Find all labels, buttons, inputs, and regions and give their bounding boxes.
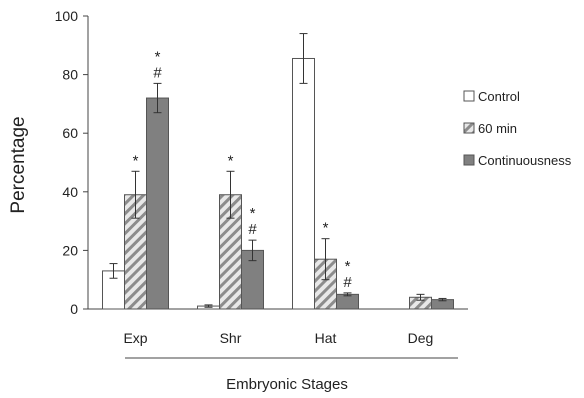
y-tick-label: 20 (62, 242, 78, 258)
significance-mark: * (133, 152, 139, 169)
x-tick-label: Exp (123, 330, 147, 346)
significance-mark: * (345, 258, 351, 275)
legend-swatch (463, 90, 475, 102)
bar (336, 293, 359, 310)
significance-mark: # (343, 274, 352, 291)
significance-mark: * (155, 48, 161, 65)
bar (292, 57, 315, 310)
x-tick-label: Shr (220, 330, 242, 346)
significance-mark: # (153, 64, 162, 81)
bar (146, 97, 169, 310)
significance-mark: * (228, 152, 234, 169)
legend: Control 60 min Continuousness (463, 89, 572, 168)
y-tick-label: 0 (70, 301, 78, 317)
x-tick-label: Hat (315, 330, 337, 346)
y-tick-label: 100 (55, 8, 79, 24)
significance-annotations: **#**# **# (133, 48, 353, 290)
legend-swatch (463, 122, 475, 134)
legend-swatch (463, 154, 475, 166)
x-axis-label: Embryonic Stages (226, 376, 348, 393)
legend-label: Control (478, 89, 520, 104)
x-tick-label: Deg (408, 330, 434, 346)
y-tick-label: 80 (62, 67, 78, 83)
legend-label: 60 min (478, 121, 517, 136)
bars (102, 33, 454, 310)
axes: 0 20 40 60 80 100 Exp Shr Hat Deg (55, 8, 468, 359)
significance-mark: * (250, 205, 256, 222)
significance-mark: # (248, 221, 257, 238)
legend-label: Continuousness (478, 153, 572, 168)
y-axis-label: Percentage (8, 116, 29, 213)
y-tick-label: 40 (62, 184, 78, 200)
significance-mark: * (323, 220, 329, 237)
y-tick-label: 60 (62, 125, 78, 141)
